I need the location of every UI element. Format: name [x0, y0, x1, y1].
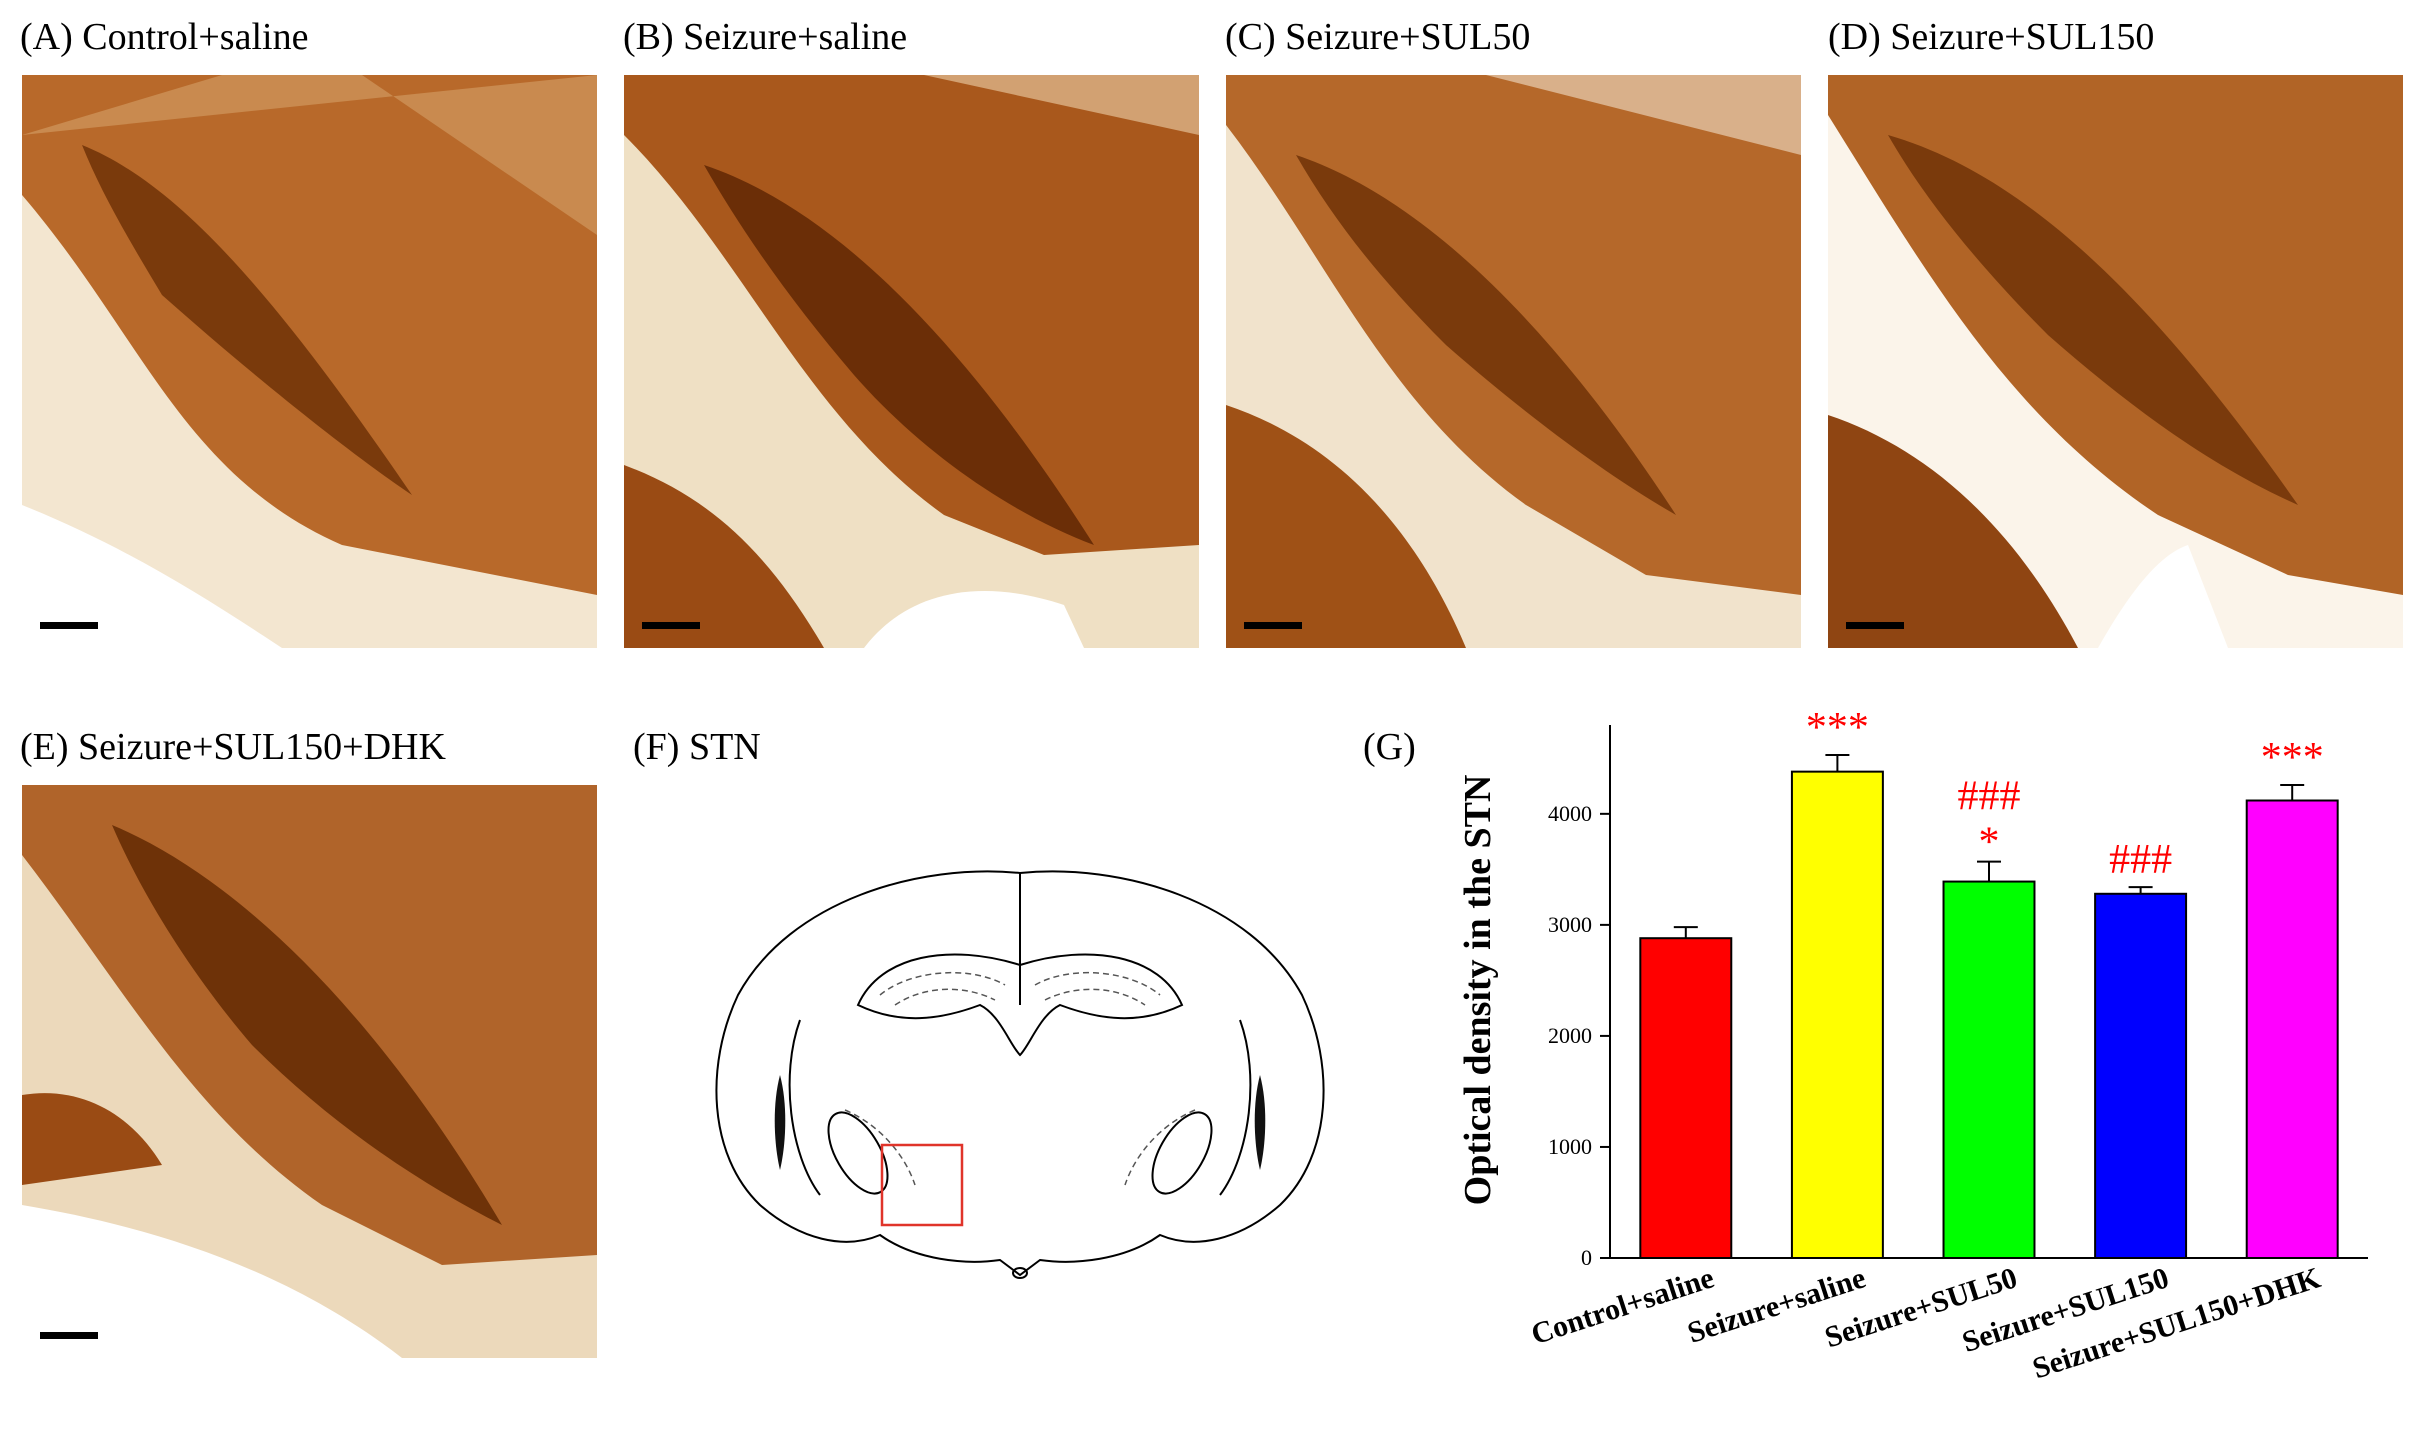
y-tick-label: 3000	[1548, 912, 1592, 937]
scale-bar-a	[40, 622, 98, 629]
scale-bar-b	[642, 622, 700, 629]
significance-marker: *	[1979, 820, 2000, 866]
significance-marker: ***	[2261, 735, 2324, 781]
bar	[1942, 880, 2036, 1259]
panel-label-e: (E) Seizure+SUL150+DHK	[20, 726, 446, 768]
panel-label-a: (A) Control+saline	[20, 16, 309, 58]
scale-bar-d	[1846, 622, 1904, 629]
y-axis-label: Optical density in the STN	[1457, 775, 1499, 1206]
scale-bar-e	[40, 1332, 98, 1339]
y-tick-label: 1000	[1548, 1134, 1592, 1159]
micrograph-e	[22, 785, 597, 1358]
panel-label-b: (B) Seizure+saline	[623, 16, 908, 58]
panel-label-c: (C) Seizure+SUL50	[1225, 16, 1531, 58]
panel-label-f: (F) STN	[633, 726, 761, 768]
bar	[1639, 937, 1733, 1259]
panel-label-g: (G)	[1363, 726, 1416, 768]
y-tick-label: 0	[1581, 1245, 1592, 1270]
micrograph-d	[1828, 75, 2403, 648]
panel-label-d: (D) Seizure+SUL150	[1828, 16, 2155, 58]
roi-box	[880, 1143, 964, 1227]
y-tick-label: 4000	[1548, 801, 1592, 826]
micrograph-c	[1226, 75, 1801, 648]
bar-chart: *** ### * ### *** 0 1000 2000 3000 4000 Control+…	[1360, 705, 2400, 1430]
micrograph-a	[22, 75, 597, 648]
brain-atlas-diagram	[680, 855, 1340, 1295]
significance-marker: ***	[1806, 710, 1869, 751]
significance-marker: ###	[2109, 837, 2172, 883]
significance-marker: ###	[1958, 774, 2021, 820]
bar	[1790, 770, 1884, 1259]
bar	[2245, 799, 2339, 1259]
scale-bar-c	[1244, 622, 1302, 629]
bar	[2094, 892, 2188, 1260]
micrograph-b	[624, 75, 1199, 648]
y-tick-label: 2000	[1548, 1023, 1592, 1048]
